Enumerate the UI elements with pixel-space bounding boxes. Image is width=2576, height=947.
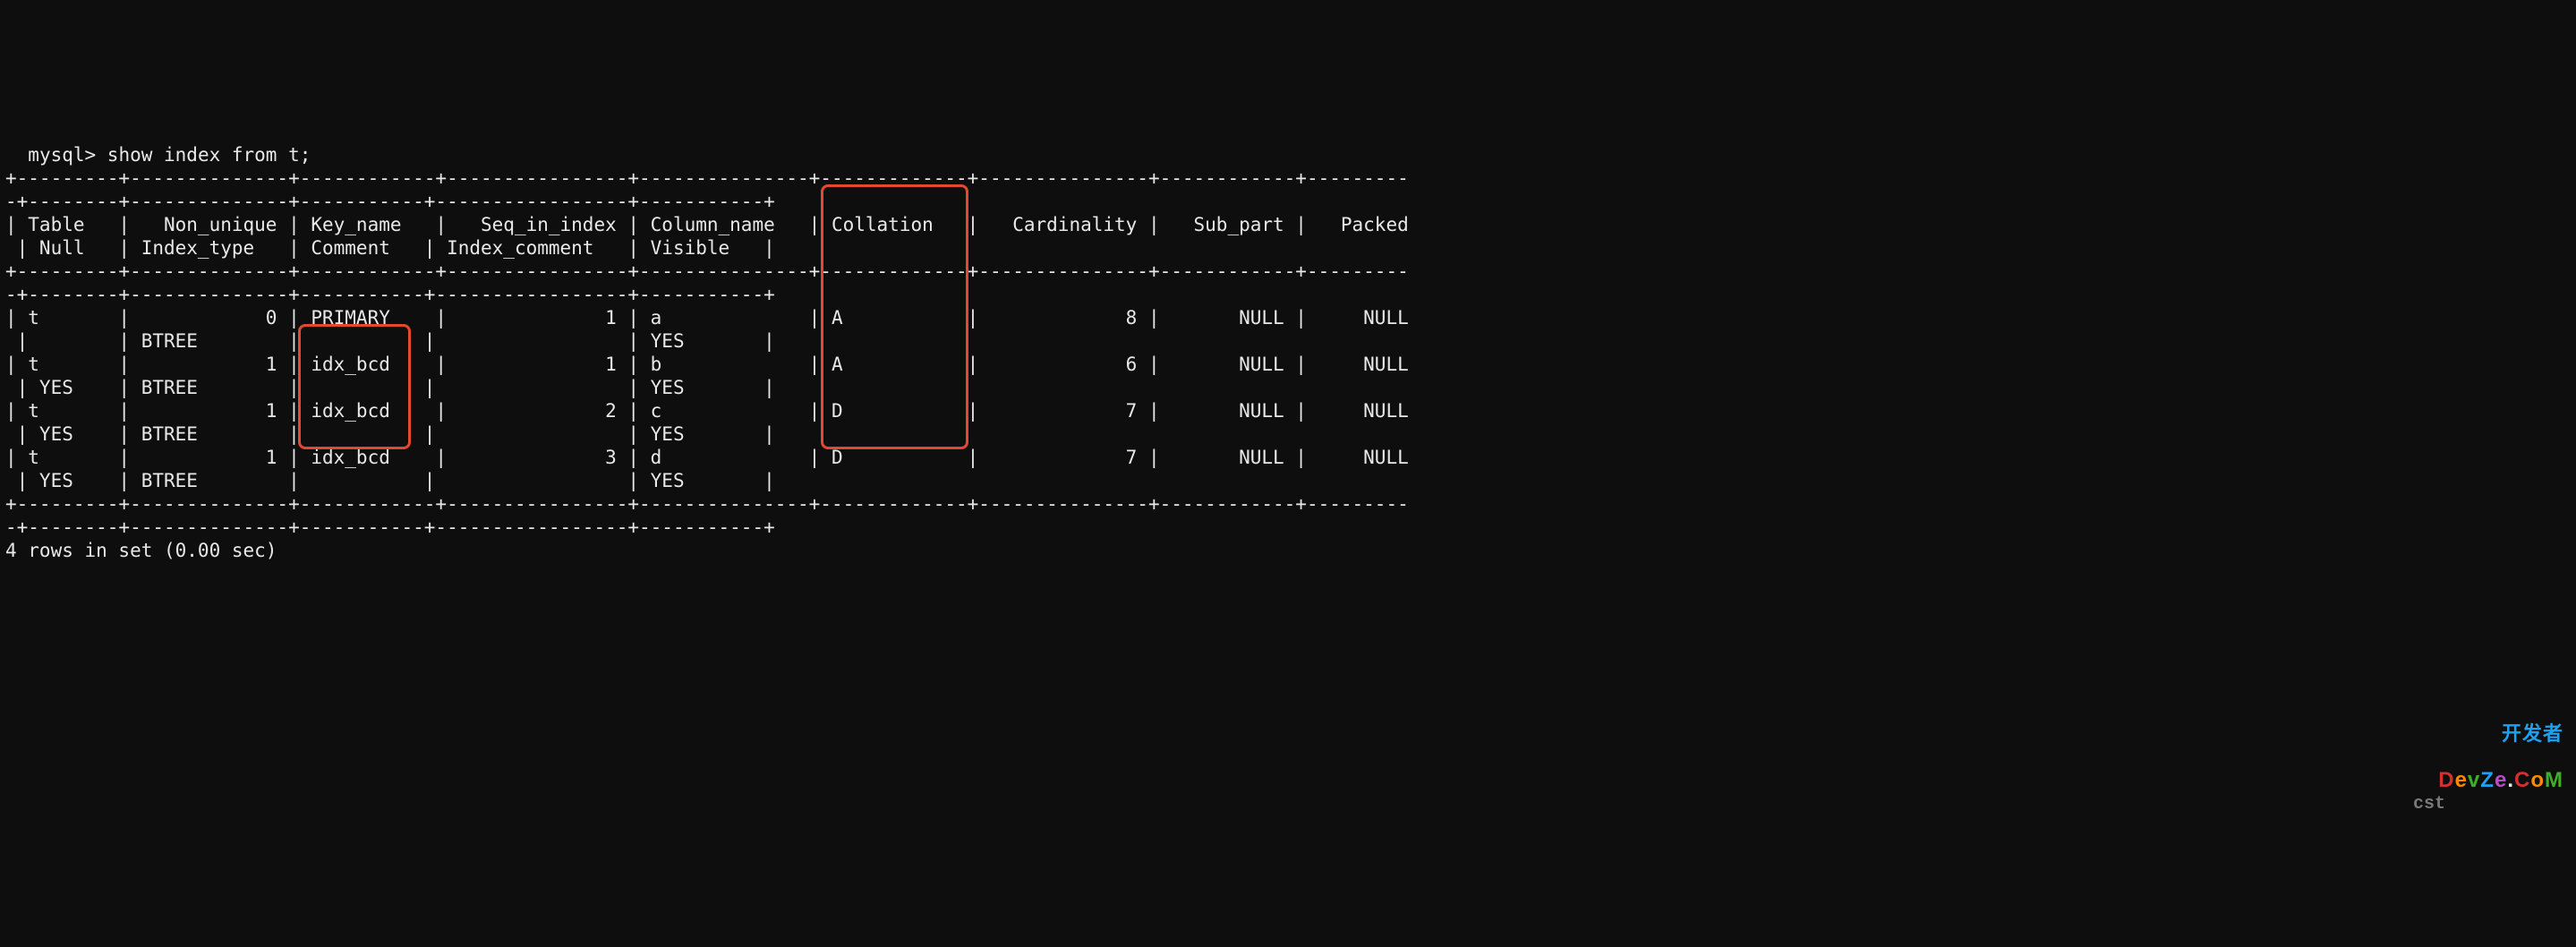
terminal-output: mysql> show index from t; +---------+---…: [0, 116, 2576, 831]
watermark-cn: 开发者: [2418, 722, 2563, 746]
result-footer: 4 rows in set (0.00 sec): [5, 540, 277, 561]
show-index-table: +---------+--------------+------------+-…: [5, 167, 1409, 538]
mysql-prompt-line: mysql> show index from t;: [28, 144, 311, 166]
watermark-cst: cst: [2413, 793, 2445, 816]
watermark: cst 开发者 DevZe.CoM: [2418, 653, 2563, 816]
watermark-en: DevZe.CoM: [2438, 768, 2563, 792]
